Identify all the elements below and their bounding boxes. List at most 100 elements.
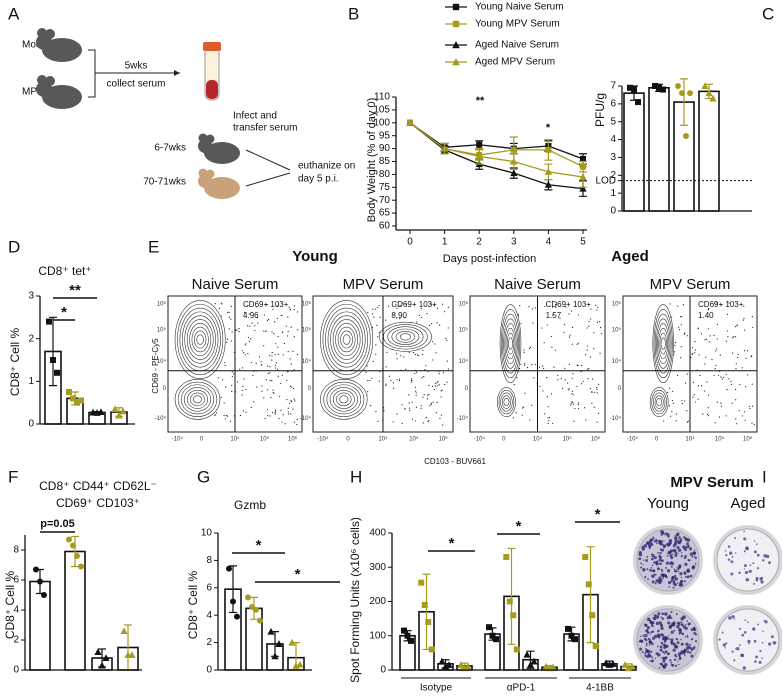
data-point <box>408 637 414 644</box>
contour <box>181 311 219 368</box>
event-dot <box>705 356 707 358</box>
spot <box>648 617 651 620</box>
spot <box>644 623 648 628</box>
event-dot <box>408 394 410 396</box>
flow-y-tick: 10⁶ <box>459 301 469 308</box>
event-dot <box>289 358 291 360</box>
event-dot <box>541 327 543 329</box>
event-dot <box>741 367 743 369</box>
event-dot <box>678 326 680 328</box>
event-dot <box>392 387 395 389</box>
event-dot <box>281 315 283 317</box>
event-dot <box>704 339 706 341</box>
event-dot <box>282 354 284 356</box>
x-tick-label: 0 <box>407 237 413 248</box>
spot <box>660 626 664 630</box>
spot <box>685 646 690 650</box>
event-dot <box>367 391 369 393</box>
y-tick-label: 0 <box>610 206 616 217</box>
event-dot <box>668 387 671 389</box>
annotation: * <box>61 304 67 321</box>
flow-y-tick: -10⁴ <box>300 415 312 422</box>
event-dot <box>747 374 749 376</box>
data-point <box>568 632 575 639</box>
event-dot <box>216 412 218 414</box>
event-dot <box>580 383 583 385</box>
event-dot <box>296 353 299 356</box>
event-dot <box>698 354 700 356</box>
data-point <box>631 86 637 93</box>
spot <box>683 580 686 583</box>
spot <box>676 621 681 625</box>
spot <box>677 660 679 662</box>
spot <box>670 661 673 664</box>
spot <box>675 637 678 640</box>
contour <box>659 332 667 355</box>
y-axis-label: CD8⁺ Cell % <box>8 328 22 397</box>
y-tick-label: 5 <box>610 116 616 127</box>
event-dot <box>571 393 573 395</box>
event-dot <box>266 408 269 411</box>
event-dot <box>557 374 559 377</box>
event-dot <box>734 325 737 328</box>
spot <box>663 643 666 647</box>
spot <box>692 627 696 630</box>
event-dot <box>554 349 557 351</box>
event-dot <box>226 415 229 417</box>
event-dot <box>411 379 413 382</box>
event-dot <box>720 402 722 404</box>
spot <box>745 570 749 574</box>
event-dot <box>418 314 420 316</box>
spot <box>755 543 758 546</box>
contour <box>395 330 416 343</box>
spot <box>689 552 694 556</box>
y-tick-label: 2 <box>206 637 212 648</box>
event-dot <box>285 379 288 382</box>
event-dot <box>414 372 416 375</box>
event-dot <box>564 323 566 326</box>
spot <box>680 623 684 627</box>
spot <box>679 579 684 584</box>
event-dot <box>728 378 730 380</box>
spot <box>651 557 654 561</box>
data-point <box>544 180 552 188</box>
event-dot <box>426 312 428 315</box>
data-point <box>506 598 513 605</box>
spot <box>681 633 684 635</box>
event-dot <box>736 423 738 425</box>
event-dot <box>287 407 289 409</box>
y-tick-label: 0 <box>206 665 212 676</box>
event-dot <box>694 340 696 343</box>
spot <box>757 623 760 626</box>
event-dot <box>671 316 673 318</box>
spot <box>682 643 684 645</box>
event-dot <box>708 341 710 343</box>
event-dot <box>263 330 265 332</box>
data-point <box>115 411 123 419</box>
event-dot <box>441 389 443 391</box>
contour <box>497 387 516 417</box>
event-dot <box>265 330 267 332</box>
event-dot <box>568 388 570 390</box>
event-dot <box>260 361 262 363</box>
y-axis-label: Spot Forming Units (x10⁶ cells) <box>348 517 362 683</box>
data-point <box>635 99 641 106</box>
spot <box>659 548 662 550</box>
event-dot <box>290 413 292 415</box>
event-dot <box>568 313 570 315</box>
event-dot <box>428 324 431 327</box>
event-dot <box>218 307 221 309</box>
event-dot <box>239 414 242 417</box>
event-dot <box>684 382 687 384</box>
event-dot <box>716 338 718 340</box>
spot <box>655 652 659 655</box>
data-point <box>457 661 465 668</box>
contour <box>174 379 221 420</box>
spot <box>753 639 757 643</box>
contour <box>189 322 212 357</box>
event-dot <box>297 329 299 331</box>
spot <box>729 551 733 555</box>
event-dot <box>720 376 722 378</box>
event-dot <box>577 403 579 406</box>
event-dot <box>247 304 249 307</box>
